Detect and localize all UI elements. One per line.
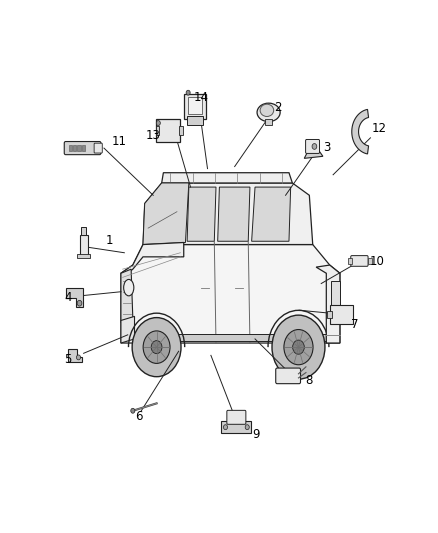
FancyBboxPatch shape: [351, 256, 368, 266]
Bar: [81, 227, 86, 235]
Circle shape: [245, 425, 249, 430]
Polygon shape: [143, 183, 189, 245]
Polygon shape: [143, 183, 313, 245]
Bar: [332, 281, 340, 306]
Text: 9: 9: [252, 428, 259, 441]
Polygon shape: [352, 109, 369, 154]
Text: 4: 4: [64, 292, 71, 304]
Bar: [134, 334, 335, 341]
Polygon shape: [121, 269, 133, 322]
Bar: [80, 235, 88, 255]
Circle shape: [272, 315, 325, 379]
Polygon shape: [316, 265, 340, 343]
Text: 2: 2: [274, 101, 282, 114]
Polygon shape: [121, 243, 184, 273]
Ellipse shape: [260, 104, 274, 117]
Text: 7: 7: [351, 318, 359, 331]
Circle shape: [312, 143, 317, 149]
Text: 8: 8: [306, 374, 313, 387]
Polygon shape: [251, 187, 291, 241]
Circle shape: [156, 120, 160, 126]
Polygon shape: [121, 245, 340, 343]
Polygon shape: [66, 288, 83, 308]
Text: 5: 5: [64, 353, 71, 366]
Bar: [78, 145, 81, 151]
Bar: [69, 145, 72, 151]
Bar: [155, 126, 159, 134]
Text: 11: 11: [112, 135, 127, 148]
Text: 1: 1: [106, 234, 113, 247]
Bar: [78, 254, 90, 258]
Ellipse shape: [124, 279, 134, 296]
Polygon shape: [121, 317, 134, 343]
Polygon shape: [187, 187, 216, 241]
FancyBboxPatch shape: [156, 118, 180, 142]
Circle shape: [223, 425, 227, 430]
FancyBboxPatch shape: [64, 142, 101, 155]
Circle shape: [77, 301, 82, 306]
Circle shape: [143, 331, 170, 364]
Polygon shape: [218, 187, 250, 241]
Ellipse shape: [257, 103, 280, 122]
FancyBboxPatch shape: [227, 410, 246, 424]
Bar: [73, 145, 77, 151]
Circle shape: [132, 318, 181, 377]
Text: 12: 12: [371, 122, 386, 135]
FancyBboxPatch shape: [188, 97, 202, 114]
Polygon shape: [304, 142, 323, 158]
Text: 10: 10: [370, 255, 385, 268]
FancyBboxPatch shape: [330, 305, 353, 324]
Circle shape: [77, 355, 81, 360]
Bar: [327, 311, 332, 318]
Polygon shape: [162, 173, 293, 183]
Bar: [82, 145, 85, 151]
FancyBboxPatch shape: [94, 143, 102, 153]
Circle shape: [293, 340, 304, 354]
FancyBboxPatch shape: [184, 93, 206, 118]
Bar: [368, 258, 372, 264]
Text: 13: 13: [146, 130, 161, 142]
Text: 3: 3: [324, 141, 331, 154]
Bar: [179, 126, 183, 134]
FancyBboxPatch shape: [306, 140, 320, 154]
Bar: [187, 117, 203, 125]
Bar: [265, 119, 272, 125]
Polygon shape: [68, 349, 82, 361]
Circle shape: [131, 408, 135, 413]
Text: 6: 6: [135, 409, 143, 423]
FancyBboxPatch shape: [221, 421, 251, 433]
Circle shape: [186, 90, 190, 95]
Circle shape: [151, 341, 162, 353]
FancyBboxPatch shape: [276, 368, 300, 384]
Circle shape: [284, 329, 313, 365]
Text: 14: 14: [194, 91, 209, 104]
Bar: [348, 258, 353, 264]
